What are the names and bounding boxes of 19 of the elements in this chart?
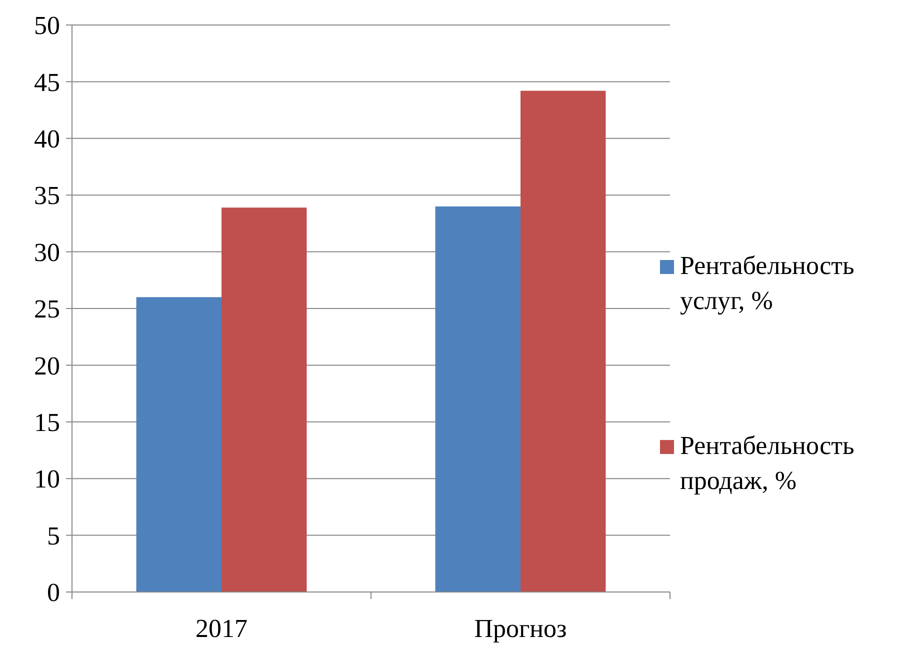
y-tick-label: 45 [34,68,60,97]
x-tick-label: 2017 [196,614,248,643]
bar [520,90,606,592]
y-tick-label: 40 [34,124,60,154]
y-tick-label: 15 [34,408,60,437]
legend-label: Рентабельность услуг, % [680,251,855,315]
bar [222,208,307,592]
legend-label: Рентабельность продаж, % [680,431,855,495]
bar [136,297,222,592]
bar [435,206,520,592]
y-tick-label: 50 [34,11,60,40]
x-tick-label: Прогноз [474,614,567,643]
y-tick-label: 0 [47,578,60,608]
y-tick-label: 25 [34,294,60,324]
y-tick-label: 35 [34,181,60,210]
y-tick-label: 20 [34,351,60,380]
y-tick-label: 5 [47,521,60,550]
y-tick-label: 10 [34,464,60,494]
y-tick-label: 30 [34,238,60,267]
